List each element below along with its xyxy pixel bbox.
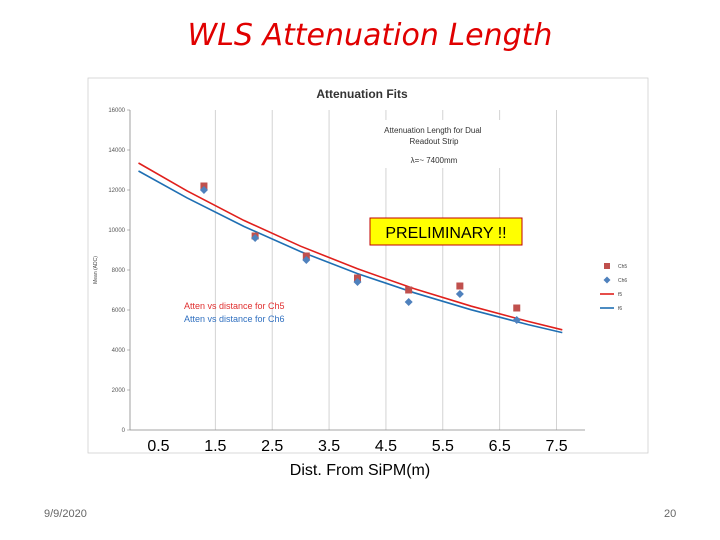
slide-title: WLS Attenuation Length bbox=[187, 18, 553, 53]
legend-swatch-ch6 bbox=[603, 276, 611, 284]
x-tick-label: 0.5 bbox=[147, 438, 169, 455]
x-axis-label: Dist. From SiPM(m) bbox=[290, 462, 430, 479]
x-tick-label: 5.5 bbox=[432, 438, 454, 455]
y-axis-label: Mean (ADC) bbox=[93, 256, 99, 284]
point-ch6 bbox=[512, 316, 521, 324]
page-number: 20 bbox=[664, 508, 677, 520]
fit-lines bbox=[138, 162, 563, 334]
y-tick-label: 4000 bbox=[112, 348, 126, 354]
annotation-box bbox=[356, 120, 514, 168]
y-tick-label: 12000 bbox=[108, 188, 125, 194]
annotation-value: λ=~ 7400mm bbox=[411, 156, 458, 165]
point-ch5 bbox=[513, 304, 521, 312]
y-tick-label: 16000 bbox=[108, 108, 125, 114]
legend-label-ch5: Ch5 bbox=[618, 264, 627, 270]
chart-title: Attenuation Fits bbox=[316, 87, 408, 101]
point-ch6 bbox=[353, 278, 362, 286]
legend-label-f6: f6 bbox=[618, 306, 622, 312]
x-tick-label: 3.5 bbox=[318, 438, 340, 455]
caption-ch5: Atten vs distance for Ch5 bbox=[184, 301, 285, 311]
x-tick-label: 4.5 bbox=[375, 438, 397, 455]
point-ch6 bbox=[302, 256, 311, 264]
fit-line-f5 bbox=[138, 162, 563, 331]
point-ch6 bbox=[404, 298, 413, 306]
annotation-title: Attenuation Length for Dual Readout Stri… bbox=[384, 126, 484, 146]
y-tick-label: 10000 bbox=[108, 228, 125, 234]
footer-date: 9/9/2020 bbox=[44, 508, 87, 520]
preliminary-label: PRELIMINARY !! bbox=[385, 225, 506, 242]
y-tick-label: 0 bbox=[122, 428, 126, 434]
x-tick-label: 2.5 bbox=[261, 438, 283, 455]
legend-label-f5: f5 bbox=[618, 292, 622, 298]
y-tick-label: 2000 bbox=[112, 388, 126, 394]
caption-ch6: Atten vs distance for Ch6 bbox=[184, 314, 285, 324]
point-ch6 bbox=[455, 290, 464, 298]
chart-legend: Ch5 Ch6 f5 f6 bbox=[600, 263, 627, 312]
legend-swatch-ch5 bbox=[604, 263, 610, 269]
y-tick-label: 8000 bbox=[112, 268, 126, 274]
x-tick-label: 7.5 bbox=[545, 438, 567, 455]
point-ch6 bbox=[199, 186, 208, 194]
fit-line-f6 bbox=[138, 170, 563, 334]
y-tick-label: 14000 bbox=[108, 148, 125, 154]
data-points bbox=[199, 182, 521, 324]
x-tick-label: 1.5 bbox=[204, 438, 226, 455]
point-ch5 bbox=[456, 282, 464, 290]
point-ch6 bbox=[251, 234, 260, 242]
preliminary-box bbox=[369, 217, 523, 246]
chart-axes bbox=[127, 109, 585, 431]
point-ch5 bbox=[405, 286, 413, 294]
y-tick-label: 6000 bbox=[112, 308, 126, 314]
legend-label-ch6: Ch6 bbox=[618, 278, 627, 284]
y-tick-labels: 0 2000 4000 6000 8000 10000 12000 14000 16000 bbox=[108, 108, 125, 434]
x-tick-labels: 0.5 1.5 2.5 3.5 4.5 5.5 6.5 7.5 bbox=[147, 438, 567, 455]
x-tick-label: 6.5 bbox=[489, 438, 511, 455]
